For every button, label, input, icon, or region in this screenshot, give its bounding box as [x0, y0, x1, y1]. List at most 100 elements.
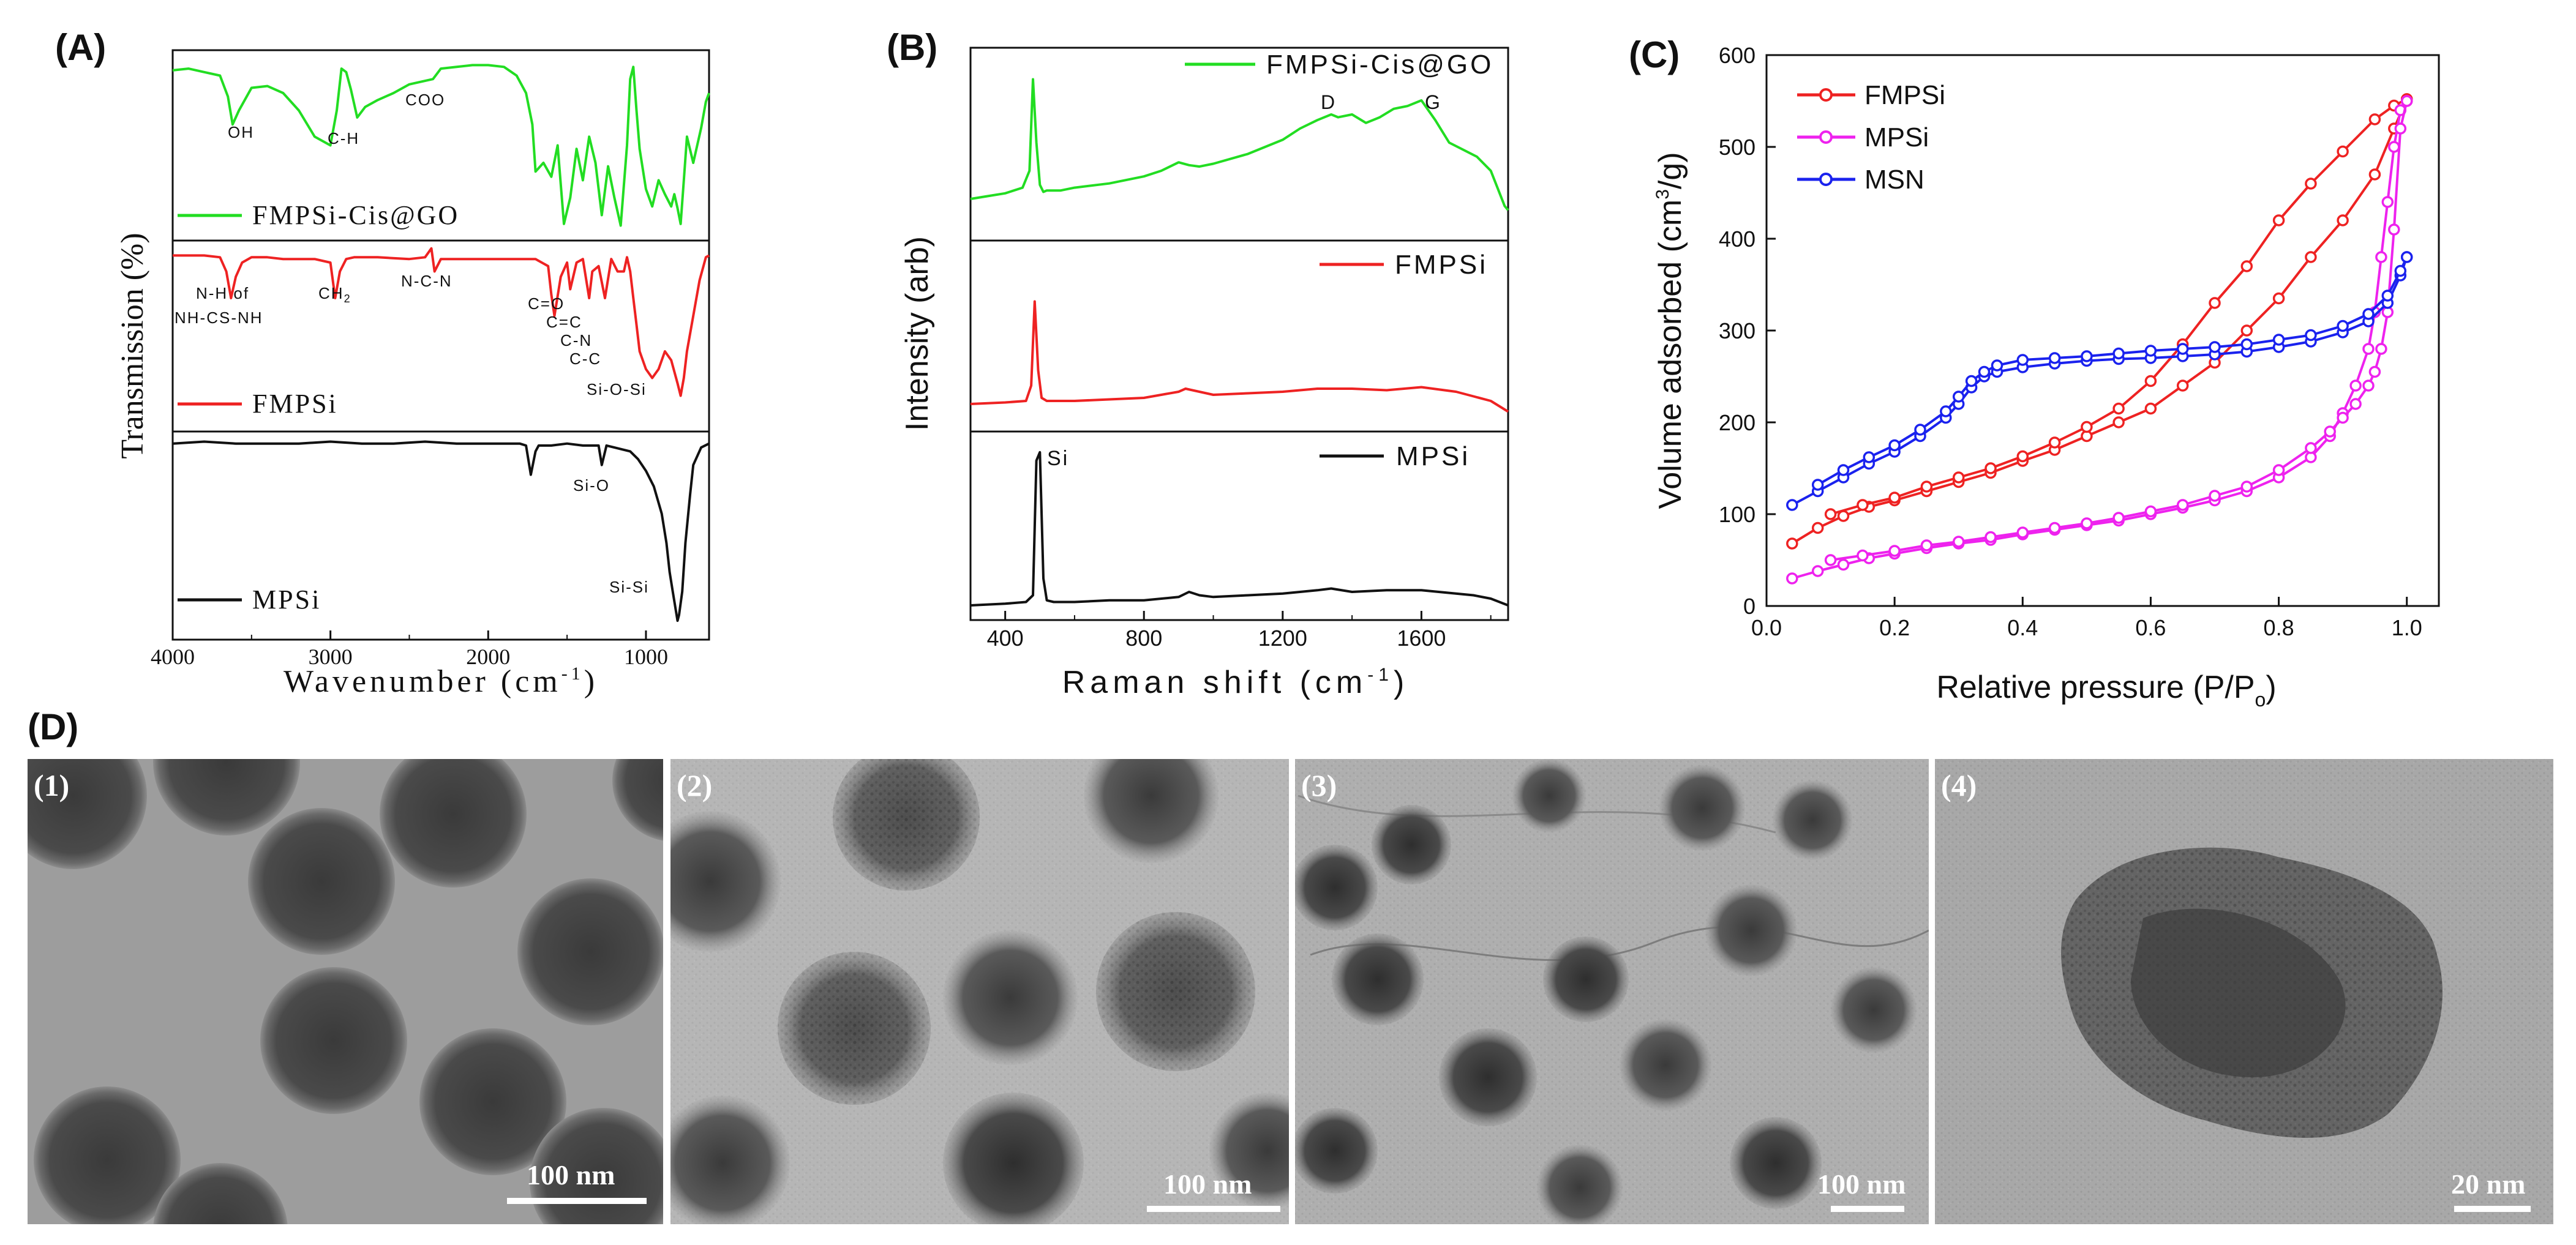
c-point-mpsi: [1857, 549, 1869, 562]
a-y-axis-title: Transmission (%): [115, 233, 150, 458]
c-point-msn: [1952, 391, 1965, 403]
a-annotation-nh-cs-nh: NH-CS-NH: [175, 308, 263, 327]
tem-3-particle: [1332, 933, 1424, 1025]
c-point-fmpsi: [1857, 499, 1869, 511]
c-point-fmpsi: [2305, 251, 2317, 263]
c-point-fmpsi: [2240, 324, 2253, 337]
b-x-tick-label: 400: [987, 626, 1024, 651]
c-point-msn: [2362, 308, 2375, 320]
c-point-mpsi: [2375, 343, 2387, 355]
c-point-mpsi: [2388, 141, 2400, 153]
c-legend-marker-mpsi: [1819, 130, 1833, 144]
tem-1-sphere: [248, 808, 395, 955]
c-point-fmpsi: [2305, 178, 2317, 190]
a-x-axis-title-main: Wavenumber (cm: [284, 664, 561, 699]
tem-3-particle: [1620, 1019, 1711, 1111]
c-point-mpsi: [1888, 545, 1901, 557]
tem-3-particle: [1730, 1117, 1822, 1209]
c-point-fmpsi: [2337, 214, 2349, 226]
c-point-fmpsi: [2144, 402, 2157, 415]
c-y-tick-label: 300: [1719, 318, 1756, 343]
tem-2-particle: [670, 1096, 790, 1224]
tem-image-3-scale-text: 100 nm: [1817, 1168, 1906, 1200]
a-x-tick-label: 1000: [624, 645, 668, 669]
c-legend-msn: MSN: [1864, 165, 1924, 195]
c-point-mpsi: [2362, 379, 2375, 392]
c-point-msn: [2048, 352, 2061, 364]
c-point-fmpsi: [2368, 168, 2381, 181]
b-x-tick-label: 800: [1125, 626, 1162, 651]
c-point-msn: [1837, 464, 1850, 476]
c-point-msn: [2016, 354, 2029, 366]
tem-image-4: [1935, 759, 2553, 1224]
a-legend-mpsi: MPSi: [252, 585, 321, 615]
c-series-msn-adsorption: [1791, 256, 2408, 506]
c-y-axis-title: Volume adsorbed (cm3/g): [1653, 152, 1688, 509]
panel-d-label: (D): [28, 706, 78, 747]
c-point-fmpsi: [2016, 450, 2029, 463]
tem-1-sphere: [419, 1028, 566, 1175]
c-point-mpsi: [2324, 425, 2336, 438]
c-point-fmpsi: [2272, 214, 2285, 226]
a-annotation-co: C=O: [528, 294, 565, 313]
b-annotation-si: Si: [1047, 447, 1069, 470]
tem-2-particle: [670, 811, 781, 952]
c-legend-fmpsi: FMPSi: [1864, 80, 1945, 110]
c-x-axis-title-sub: o: [2255, 689, 2266, 711]
a-annotation-ch2: CH2: [318, 284, 351, 305]
c-point-mpsi: [2368, 365, 2381, 378]
c-point-msn: [1863, 451, 1876, 463]
tem-2-particle: [943, 1093, 1084, 1224]
c-y-axis-title-sup: 3: [1653, 189, 1673, 200]
c-point-mpsi: [2176, 499, 2189, 511]
c-point-fmpsi: [1952, 471, 1965, 484]
c-point-mpsi: [2349, 398, 2362, 410]
a-annotation-ncn: N-C-N: [401, 272, 452, 290]
c-x-axis-title-main: Relative pressure (P/P: [1936, 670, 2255, 705]
tem-1-sphere: [34, 1086, 181, 1224]
c-x-axis-title-close: ): [2266, 670, 2276, 705]
tem-image-2-label: (2): [677, 768, 712, 802]
tem-3-particle: [1659, 765, 1745, 851]
c-point-mpsi: [2016, 526, 2029, 539]
c-point-msn: [2144, 345, 2157, 357]
c-point-mpsi: [1952, 536, 1965, 548]
c-point-mpsi: [1824, 554, 1837, 566]
a-annotation-cc: C-C: [569, 350, 601, 368]
c-y-tick-label: 400: [1719, 226, 1756, 252]
c-point-msn: [2394, 264, 2407, 277]
a-series-mpsi: [172, 440, 710, 622]
c-legend-mpsi: MPSi: [1864, 122, 1929, 152]
a-legend-fmpsi: FMPSi: [252, 389, 338, 419]
c-y-tick-label: 600: [1719, 43, 1756, 68]
c-point-mpsi: [2337, 411, 2349, 424]
panel-c-label: (C): [1629, 34, 1680, 75]
a-annotation-ch: C-H: [328, 129, 359, 148]
a-x-tick-label: 4000: [151, 645, 195, 669]
a-x-axis-title-close: ): [584, 664, 598, 699]
c-point-mpsi: [2375, 251, 2387, 263]
tem-2-particle-texture: [1096, 912, 1255, 1071]
tem-1-sphere: [380, 759, 527, 888]
panel-a-label: (A): [55, 27, 106, 68]
c-point-fmpsi: [1920, 480, 1933, 493]
c-series-fmpsi-desorption: [1830, 98, 2408, 515]
c-point-fmpsi: [2240, 260, 2253, 272]
b-series-fmpsi: [970, 300, 1509, 413]
tem-3-particle: [1439, 1028, 1537, 1126]
tem-image-4-label: (4): [1941, 768, 1977, 802]
panel-b-raman-chart: 400 800 1200 1600 FMPSi-Cis@GO FMPSi MPSi D…: [899, 47, 1509, 700]
c-point-mpsi: [1985, 531, 1997, 544]
a-annotation-sioi: Si-O-Si: [587, 380, 647, 398]
b-x-tick-label: 1600: [1397, 626, 1446, 651]
c-point-fmpsi: [1888, 492, 1901, 504]
c-point-fmpsi: [2144, 375, 2157, 387]
tem-1-sphere: [153, 759, 300, 836]
c-point-msn: [2400, 251, 2413, 263]
b-annotation-g: G: [1425, 91, 1440, 113]
tem-image-3-scale-bar: [1831, 1206, 1904, 1212]
panel-a-ftir-chart: 4000 3000 2000 1000 FMPSi-Cis@GO FMPSi MPSi…: [115, 49, 710, 699]
tem-image-4-scale-bar: [2454, 1206, 2531, 1212]
tem-3-sheet-edge: [1310, 925, 1929, 962]
